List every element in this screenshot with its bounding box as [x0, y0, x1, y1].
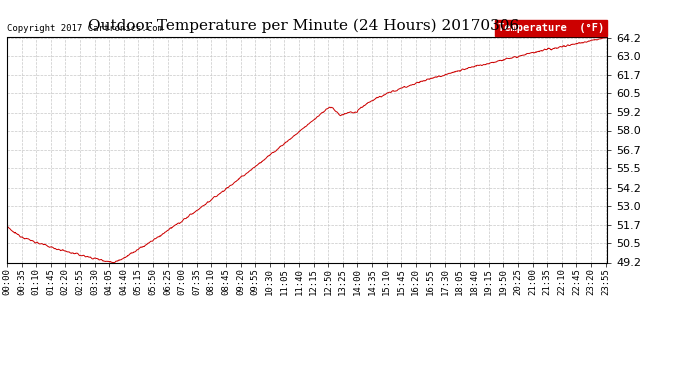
Text: Temperature  (°F): Temperature (°F)	[498, 23, 604, 33]
Text: Outdoor Temperature per Minute (24 Hours) 20170306: Outdoor Temperature per Minute (24 Hours…	[88, 19, 520, 33]
Text: Copyright 2017 Cartronics.com: Copyright 2017 Cartronics.com	[7, 24, 163, 33]
